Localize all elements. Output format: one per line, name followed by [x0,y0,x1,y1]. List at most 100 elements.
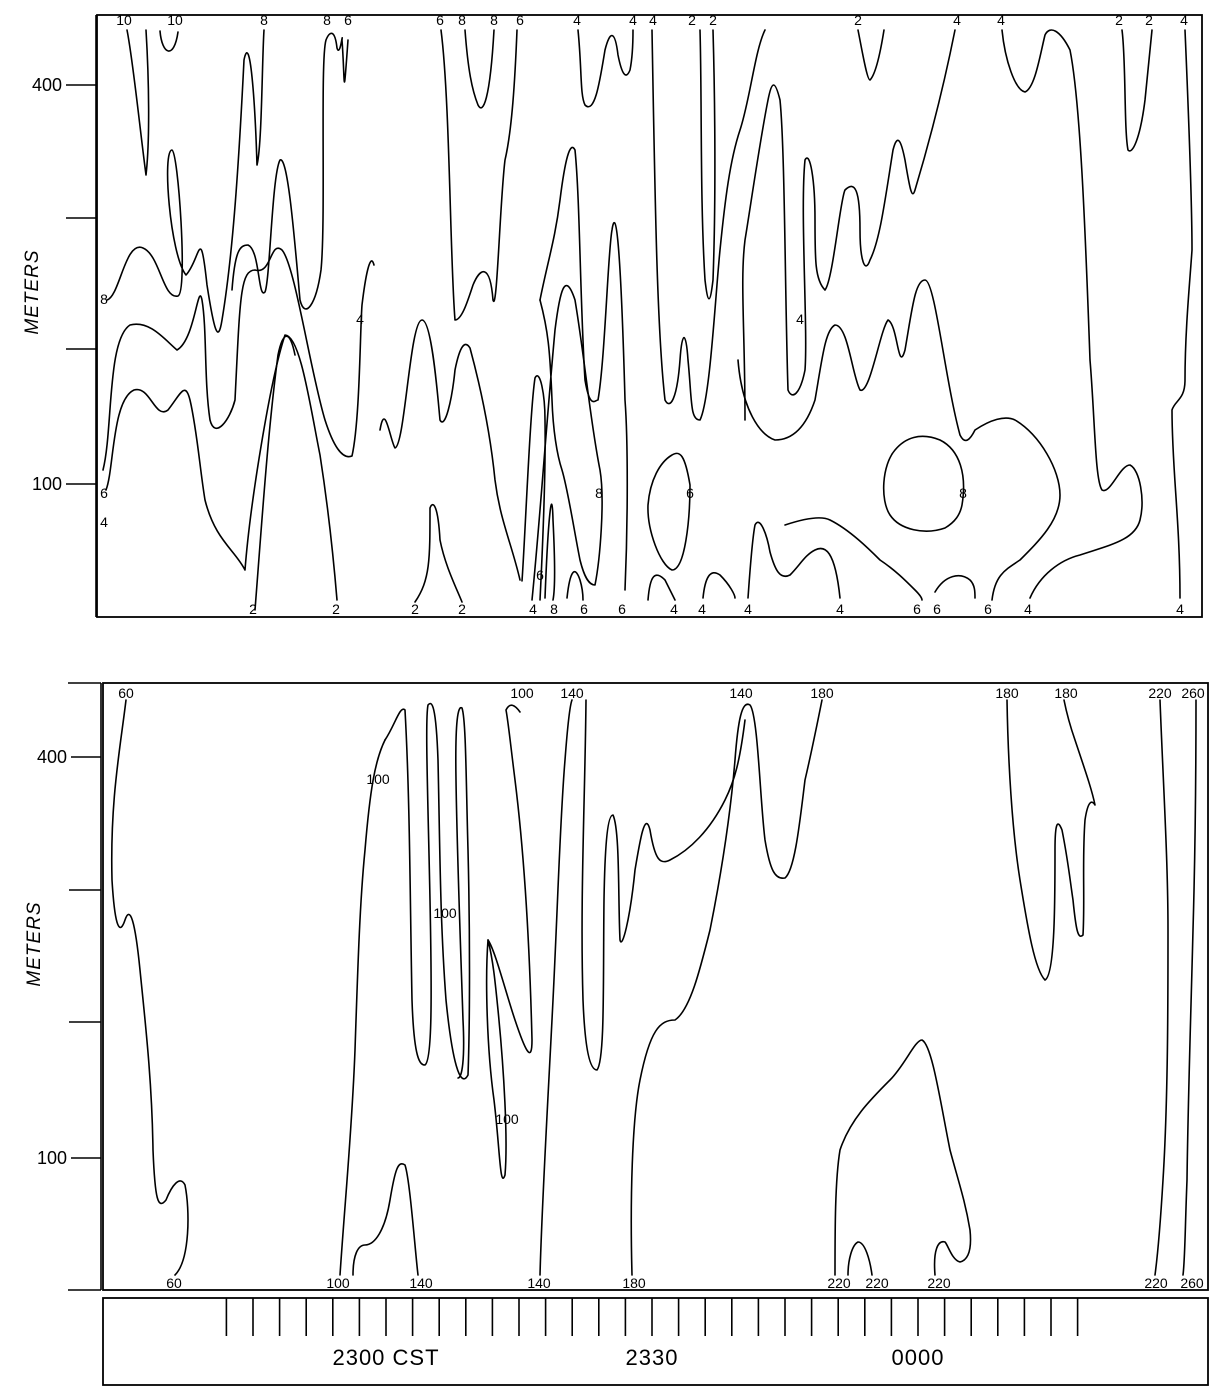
contour-line [857,29,885,81]
contour-label: 2 [709,12,717,28]
top-contour-labels: 10 10 8 8 6 6 8 8 6 4 4 4 2 2 2 4 4 2 2 … [100,12,1188,617]
contour-label: 220 [827,1275,851,1291]
contour-label: 6 [580,601,588,617]
contour-line [487,704,533,1054]
contour-line [384,702,471,1080]
contour-label: 100 [433,905,457,921]
contour-label: 60 [166,1275,182,1291]
contour-line [539,699,573,1276]
contour-label: 6 [344,12,352,28]
contour-line [440,29,518,321]
contour-label: 180 [995,685,1019,701]
contour-line [699,29,716,300]
contour-label: 4 [629,12,637,28]
contour-label: 2 [688,12,696,28]
contour-line [1182,699,1197,1276]
contour-label: 4 [356,311,364,327]
contour-label: 6 [436,12,444,28]
top-y-axis: 100 400 [32,15,97,617]
contour-label: 220 [1148,685,1172,701]
contour-label: 4 [796,311,804,327]
time-axis-frame [102,1297,1209,1386]
contour-label: 6 [100,485,108,501]
contour-line [566,570,584,601]
y-tick-label: 400 [37,747,67,767]
contour-line [847,1241,873,1276]
contour-label: 4 [744,601,752,617]
contour-line [531,284,603,601]
contour-line [1171,29,1193,599]
contour-line [106,29,265,333]
contour-label: 180 [1054,685,1078,701]
contour-line [254,335,296,611]
y-tick-label: 100 [37,1148,67,1168]
contour-line [485,939,507,1179]
contour-label: 4 [1176,601,1184,617]
top-panel: 100 400 METERS [22,12,1203,618]
contour-label: 2 [1115,12,1123,28]
contour-label: 4 [836,601,844,617]
y-tick-label: 100 [32,474,62,494]
contour-label: 4 [1024,601,1032,617]
contour-line [379,319,521,581]
contour-line [105,334,338,601]
contour-label: 8 [550,601,558,617]
contour-line [784,517,923,601]
contour-label: 260 [1181,685,1205,701]
contour-line [741,29,956,421]
contour-label: 220 [927,1275,951,1291]
contour-label: 8 [100,291,108,307]
contour-line [352,1163,419,1276]
contour-label: 2 [458,601,466,617]
contour-label: 220 [1144,1275,1168,1291]
contour-label: 100 [326,1275,350,1291]
contour-label: 4 [100,514,108,530]
contour-label: 6 [618,601,626,617]
contour-label: 6 [536,567,544,583]
contour-line [581,699,746,1071]
contour-line [1006,699,1096,981]
contour-label: 4 [698,601,706,617]
time-tick-label: 2330 [626,1345,679,1370]
contour-label: 140 [560,685,584,701]
contour-line [647,452,691,571]
contour-label: 6 [984,601,992,617]
contour-label: 6 [516,12,524,28]
contour-label: 6 [686,485,694,501]
contour-line [702,572,736,599]
time-tick-label: 2300 CST [332,1345,439,1370]
contour-label: 60 [118,685,134,701]
contour-label: 140 [729,685,753,701]
contour-line [834,1039,972,1276]
contour-line [651,29,766,421]
contour-line [544,503,556,601]
bottom-y-axis: 100 400 [37,682,102,1291]
contour-label: 4 [1180,12,1188,28]
contour-label: 8 [323,12,331,28]
bottom-panel-frame [102,682,1209,1291]
contour-label: 140 [409,1275,433,1291]
top-contours [102,29,1193,611]
contour-label: 2 [854,12,862,28]
contour-label: 10 [116,12,132,28]
contour-label: 140 [527,1275,551,1291]
contour-label: 10 [167,12,183,28]
contour-label: 2 [411,601,419,617]
contour-label: 6 [913,601,921,617]
contour-line [737,279,1061,601]
contour-line [934,575,976,599]
contour-line [577,29,634,108]
contour-label: 220 [865,1275,889,1291]
top-panel-frame [96,14,1203,618]
contour-label: 100 [510,685,534,701]
contour-label: 4 [573,12,581,28]
contour-line [1001,29,1143,599]
contour-line [521,375,546,601]
contour-label: 100 [366,771,390,787]
contour-line [159,30,179,52]
top-y-axis-title: METERS [22,249,43,334]
contour-label: 180 [622,1275,646,1291]
bottom-contour-labels: 60 100 140 140 180 180 180 220 260 60 10… [118,685,1205,1291]
